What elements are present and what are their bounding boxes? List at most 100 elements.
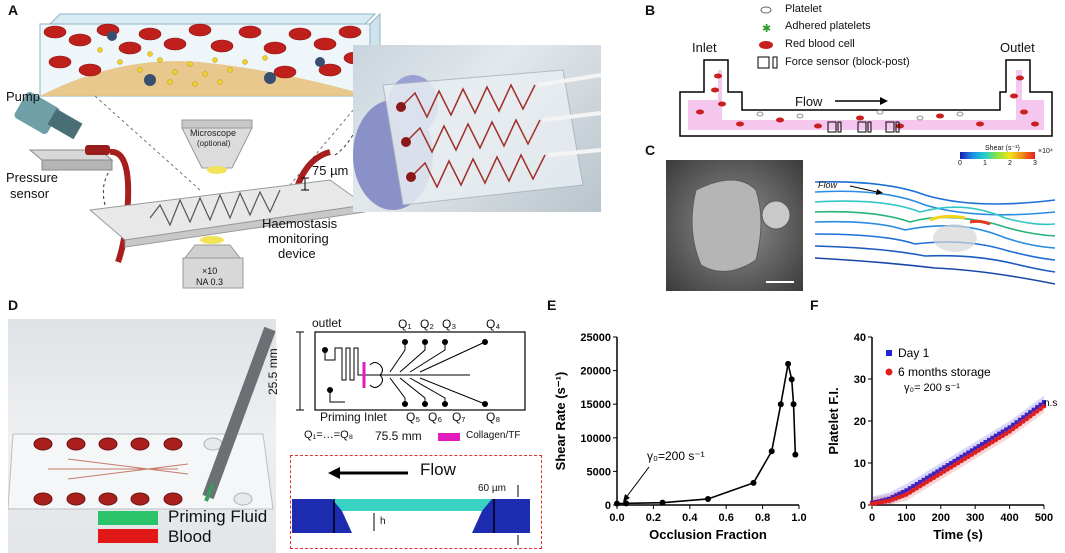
legend-blood: Blood bbox=[168, 527, 212, 546]
data-point bbox=[1014, 420, 1019, 425]
data-point bbox=[1007, 425, 1012, 430]
colorbar-tick-0: 0 bbox=[958, 160, 962, 167]
data-point bbox=[935, 473, 940, 478]
data-point bbox=[990, 439, 995, 445]
data-point bbox=[918, 479, 923, 484]
colorbar-title: Shear (s⁻¹) bbox=[985, 145, 1020, 152]
y-axis-label: Shear Rate (s⁻¹) bbox=[553, 372, 568, 471]
cfd-section bbox=[292, 485, 530, 545]
significance-label: n.s bbox=[1044, 398, 1057, 409]
series-line bbox=[616, 363, 797, 505]
data-point bbox=[1024, 412, 1029, 417]
data-point bbox=[959, 458, 964, 464]
data-point bbox=[1042, 400, 1046, 405]
panel-a-illustration bbox=[14, 12, 381, 289]
flow-channel bbox=[679, 59, 1053, 137]
data-point bbox=[788, 376, 795, 383]
x-tick-label: 0.0 bbox=[609, 512, 624, 524]
data-point bbox=[623, 500, 630, 507]
objective-label-1: ×10 bbox=[202, 266, 218, 276]
panel-c: C Flow Shear (s⁻¹) ×10⁴ 0 1 2 3 bbox=[640, 140, 1065, 295]
panel-a-label: A bbox=[8, 2, 19, 18]
device-label-3: device bbox=[278, 246, 316, 261]
data-point bbox=[938, 471, 944, 476]
height-dim: 25.5 mm bbox=[266, 348, 280, 395]
data-point bbox=[976, 448, 981, 453]
y-tick-label: 10 bbox=[854, 458, 866, 470]
x-tick-label: 0.6 bbox=[719, 512, 734, 524]
y-tick-label: 0 bbox=[605, 500, 611, 512]
data-point bbox=[997, 431, 1002, 436]
data-point bbox=[914, 482, 919, 486]
data-point bbox=[907, 486, 912, 491]
data-point bbox=[777, 401, 784, 408]
data-point bbox=[942, 465, 947, 470]
legend-force-sensor: Force sensor (block-post) bbox=[785, 56, 910, 68]
device-slide bbox=[88, 179, 367, 248]
flow-label: Flow bbox=[795, 94, 823, 109]
bottom-q8: Q₈ bbox=[486, 410, 501, 424]
device-label-2: monitoring bbox=[268, 231, 329, 246]
data-point bbox=[1011, 422, 1016, 427]
data-point bbox=[952, 462, 957, 468]
y-tick-label: 0 bbox=[860, 500, 866, 512]
data-point bbox=[659, 499, 666, 506]
data-point bbox=[900, 489, 905, 494]
data-point bbox=[1021, 415, 1026, 420]
data-point bbox=[1000, 433, 1006, 438]
data-point bbox=[1017, 417, 1022, 422]
x-tick-label: 1.0 bbox=[791, 512, 806, 524]
height-60-label: 60 µm bbox=[478, 483, 506, 494]
panel-f: F 0 100 200 300 400 500 0 10 20 30 40 Time (s) Plate… bbox=[810, 295, 1065, 553]
panel-a: A bbox=[0, 0, 620, 290]
data-point bbox=[1031, 411, 1036, 417]
data-point bbox=[914, 485, 920, 491]
data-point bbox=[966, 454, 971, 459]
microscope-illustration bbox=[181, 119, 253, 174]
microscope-label-1: Microscope bbox=[190, 128, 237, 138]
series-band bbox=[872, 395, 1044, 505]
data-point bbox=[993, 433, 998, 438]
data-point bbox=[976, 444, 981, 449]
chip-schematic bbox=[296, 331, 526, 411]
data-point bbox=[945, 467, 950, 472]
data-point bbox=[904, 492, 909, 497]
shear-rate-chart: 0.0 0.2 0.4 0.6 0.8 1.0 0 5000 10000 15000 20000 25… bbox=[553, 332, 807, 542]
pressure-sensor-label-1: Pressure bbox=[6, 170, 59, 185]
panel-e-label: E bbox=[547, 297, 557, 313]
data-point bbox=[969, 448, 974, 453]
blood-cube-illustration bbox=[39, 12, 381, 98]
legend-swatch-priming bbox=[98, 511, 158, 525]
data-point bbox=[1014, 424, 1019, 429]
data-point bbox=[1028, 410, 1033, 415]
platelets-cluster bbox=[97, 47, 268, 87]
legend-marker-day1 bbox=[886, 350, 892, 356]
q-equal-label: Q₁=…=Q₈ bbox=[304, 429, 354, 441]
data-point bbox=[931, 475, 937, 480]
panel-b: B ✱ Platelet Adhered platele bbox=[640, 0, 1065, 145]
data-point bbox=[996, 435, 1002, 441]
data-point bbox=[917, 483, 923, 489]
annotation-text: γ₀= 200 s⁻¹ bbox=[904, 382, 960, 394]
top-q3: Q₃ bbox=[442, 317, 457, 331]
data-point bbox=[938, 467, 943, 472]
data-point bbox=[962, 452, 967, 457]
data-point bbox=[1031, 407, 1036, 412]
data-point bbox=[750, 479, 757, 486]
data-point bbox=[986, 441, 992, 447]
data-point bbox=[1027, 414, 1033, 419]
c-flow-label: Flow bbox=[818, 180, 838, 190]
microscope-label-2: (optional) bbox=[197, 139, 231, 148]
y-axis-label: Platelet F.I. bbox=[826, 387, 841, 454]
objective-label-2: NA 0.3 bbox=[196, 277, 224, 287]
pump-label: Pump bbox=[6, 89, 40, 104]
data-point bbox=[925, 475, 930, 480]
annotation-text: γ₀=200 s⁻¹ bbox=[647, 449, 705, 463]
x-tick-label: 0.4 bbox=[682, 512, 698, 524]
legend-platelet: Platelet bbox=[785, 3, 822, 15]
data-point bbox=[986, 437, 991, 442]
collagen-label: Collagen/TF bbox=[466, 430, 521, 441]
shear-streamlines bbox=[814, 180, 1056, 285]
data-point bbox=[1010, 426, 1016, 432]
y-tick-label: 5000 bbox=[587, 466, 611, 478]
